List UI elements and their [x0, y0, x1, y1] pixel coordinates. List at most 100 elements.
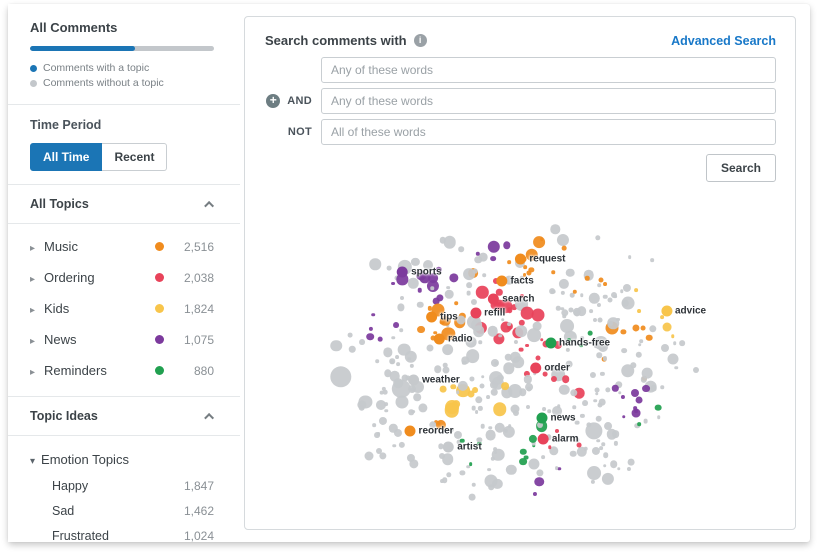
bubble — [485, 394, 490, 399]
bubble — [605, 387, 611, 393]
time-period-section: Time Period All Time Recent — [8, 105, 240, 184]
bubble — [391, 281, 396, 286]
idea-count: 1,847 — [183, 478, 214, 493]
bubble-label-radio[interactable]: radio — [434, 333, 473, 345]
bubble — [620, 395, 625, 400]
bubble — [433, 330, 438, 335]
add-condition-icon[interactable] — [266, 94, 281, 108]
label-bubble-dot — [443, 441, 455, 453]
info-icon[interactable]: i — [413, 34, 427, 47]
topic-row-news[interactable]: News 1,075 — [30, 324, 214, 355]
bubble-label-hands-free[interactable]: hands-free — [545, 337, 610, 349]
bubble — [568, 307, 574, 313]
bubble — [479, 383, 485, 389]
label-bubble-dot — [470, 307, 482, 319]
bubble — [383, 369, 392, 378]
bubble-label-weather[interactable]: weather — [408, 374, 460, 386]
bubble-label-refill[interactable]: refill — [470, 307, 506, 319]
bubble — [512, 356, 525, 368]
bubble — [589, 293, 600, 304]
advanced-search-link[interactable]: Advanced Search — [671, 33, 776, 48]
bubble-label-artist[interactable]: artist — [443, 441, 482, 453]
bubble — [641, 376, 648, 383]
bubble — [611, 385, 619, 392]
bubble-label-alarm[interactable]: alarm — [537, 433, 579, 445]
bubble — [359, 338, 365, 345]
idea-group-emotion-topics[interactable]: Emotion Topics — [30, 446, 214, 473]
time-period-recent-button[interactable]: Recent — [102, 143, 168, 171]
idea-row-sad[interactable]: Sad 1,462 — [30, 498, 214, 523]
search-input-any[interactable] — [321, 57, 776, 83]
topic-color-dot — [155, 304, 164, 313]
bubble — [618, 391, 622, 395]
search-input-not[interactable] — [321, 119, 776, 145]
idea-row-frustrated[interactable]: Frustrated 1,024 — [30, 523, 214, 548]
bubble — [480, 423, 486, 429]
bubble — [637, 309, 642, 314]
bubble — [617, 467, 621, 471]
bubble-label-search[interactable]: search — [488, 293, 535, 305]
bubble — [440, 386, 447, 393]
bubble — [511, 304, 518, 310]
bubble — [488, 425, 493, 430]
bubble — [465, 349, 480, 363]
bubble — [595, 391, 599, 396]
bubble — [519, 276, 524, 281]
bubble — [627, 255, 632, 260]
bubble-label-reorder[interactable]: reorder — [404, 425, 454, 437]
search-input-and[interactable] — [321, 88, 776, 114]
legend-item: Comments without a topic — [30, 76, 214, 91]
bubble — [574, 388, 585, 399]
bubble — [528, 266, 534, 273]
bubble — [585, 276, 590, 281]
bubble-label-request[interactable]: request — [515, 253, 566, 265]
bubble — [548, 445, 552, 449]
bubble — [411, 409, 415, 414]
bubble — [426, 344, 434, 352]
bubble-label-news[interactable]: news — [536, 412, 576, 424]
bubble — [565, 268, 575, 278]
bubble — [518, 457, 527, 466]
bubble — [389, 358, 395, 364]
label-bubble-dot — [660, 305, 672, 317]
bubble — [490, 456, 495, 461]
bubble — [642, 384, 651, 393]
bubble-label-sports[interactable]: sports — [397, 266, 442, 278]
bubble — [347, 332, 353, 338]
bubble — [597, 317, 603, 323]
bubble — [595, 235, 601, 241]
topic-row-music[interactable]: Music 2,516 — [30, 231, 214, 262]
bubble-label-tips[interactable]: tips — [426, 311, 458, 323]
topic-row-ordering[interactable]: Ordering 2,038 — [30, 262, 214, 293]
label-bubble-dot — [537, 433, 549, 445]
comments-progress-bar — [30, 46, 214, 51]
bubble — [525, 343, 530, 348]
bubble — [587, 330, 593, 336]
idea-row-happy[interactable]: Happy 1,847 — [30, 473, 214, 498]
topic-bubble-chart[interactable]: sports request facts search tips refill advice… — [251, 203, 789, 525]
bubble — [590, 371, 597, 378]
bubble — [491, 389, 498, 396]
time-period-all-time-button[interactable]: All Time — [30, 143, 103, 171]
all-topics-header[interactable]: All Topics — [8, 184, 240, 224]
bubble — [510, 352, 521, 363]
bubble — [635, 396, 643, 404]
topic-count: 2,038 — [183, 270, 214, 285]
bubble — [475, 251, 481, 256]
bubble — [442, 363, 448, 368]
bubble — [555, 428, 560, 433]
bubble — [469, 376, 475, 382]
bubble — [583, 446, 589, 451]
bubble-label-advice[interactable]: advice — [660, 305, 706, 317]
bubble — [474, 395, 483, 404]
search-button[interactable]: Search — [705, 154, 776, 182]
bubble-label-order[interactable]: order — [530, 362, 570, 374]
bubble — [409, 363, 414, 368]
topic-row-reminders[interactable]: Reminders 880 — [30, 355, 214, 386]
topic-ideas-header[interactable]: Topic Ideas — [8, 396, 240, 436]
topic-row-kids[interactable]: Kids 1,824 — [30, 293, 214, 324]
label-text: refill — [484, 307, 506, 319]
bubble — [583, 270, 594, 281]
bubble — [466, 290, 471, 296]
bubble-label-facts[interactable]: facts — [496, 275, 534, 287]
